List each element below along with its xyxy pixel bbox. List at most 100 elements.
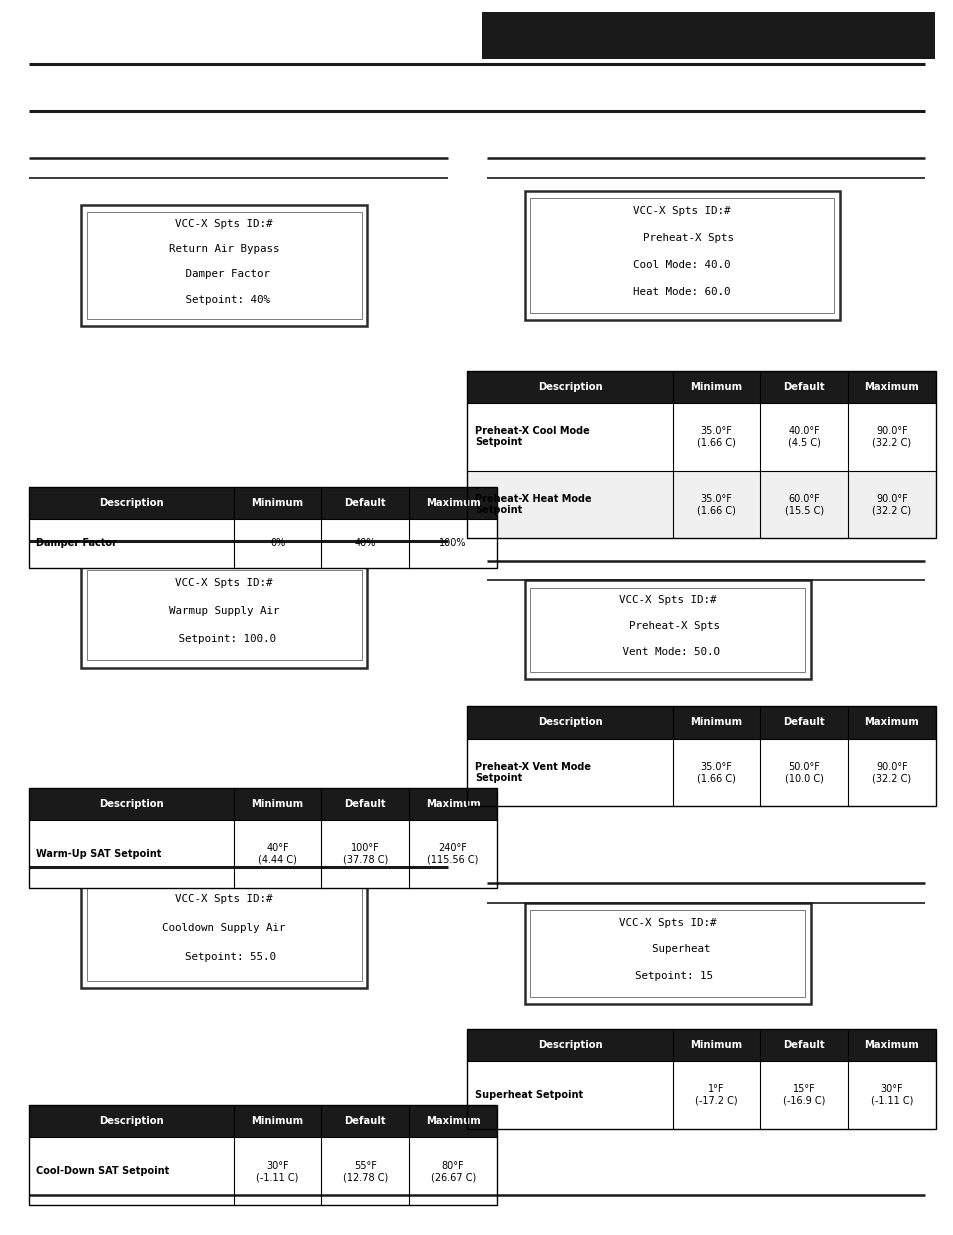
FancyBboxPatch shape — [29, 1137, 497, 1205]
Text: Setpoint: 40%: Setpoint: 40% — [178, 295, 270, 305]
Text: Default: Default — [344, 1116, 386, 1126]
Bar — [87, 571, 361, 659]
Text: Superheat Setpoint: Superheat Setpoint — [475, 1089, 582, 1100]
Text: VCC-X Spts ID:#: VCC-X Spts ID:# — [175, 219, 273, 228]
Text: 1°F
(-17.2 C): 1°F (-17.2 C) — [695, 1084, 737, 1105]
FancyBboxPatch shape — [29, 788, 497, 820]
Text: 0%: 0% — [270, 538, 285, 548]
Text: Description: Description — [537, 382, 601, 391]
Text: Maximum: Maximum — [863, 718, 919, 727]
Text: Setpoint: 100.0: Setpoint: 100.0 — [172, 634, 276, 643]
Text: Minimum: Minimum — [690, 718, 741, 727]
Bar — [467, 370, 935, 538]
Text: 240°F
(115.56 C): 240°F (115.56 C) — [427, 844, 478, 864]
Bar — [467, 706, 935, 806]
Text: Heat Mode: 60.0: Heat Mode: 60.0 — [633, 287, 730, 298]
Text: Default: Default — [344, 498, 386, 508]
Bar — [524, 903, 810, 1004]
Text: Warm-Up SAT Setpoint: Warm-Up SAT Setpoint — [36, 848, 161, 860]
Text: Preheat-X Vent Mode
Setpoint: Preheat-X Vent Mode Setpoint — [475, 762, 591, 783]
Text: 60.0°F
(15.5 C): 60.0°F (15.5 C) — [783, 494, 823, 515]
FancyBboxPatch shape — [467, 370, 935, 403]
Text: Maximum: Maximum — [425, 1116, 480, 1126]
FancyBboxPatch shape — [467, 1029, 935, 1061]
FancyBboxPatch shape — [29, 487, 497, 519]
Text: 90.0°F
(32.2 C): 90.0°F (32.2 C) — [871, 494, 911, 515]
FancyBboxPatch shape — [467, 739, 935, 806]
Text: 30°F
(-1.11 C): 30°F (-1.11 C) — [256, 1161, 298, 1182]
Text: Maximum: Maximum — [425, 799, 480, 809]
Text: 35.0°F
(1.66 C): 35.0°F (1.66 C) — [697, 426, 735, 447]
Bar — [81, 563, 367, 667]
Text: 90.0°F
(32.2 C): 90.0°F (32.2 C) — [871, 762, 911, 783]
Bar — [524, 190, 839, 320]
Text: 15°F
(-16.9 C): 15°F (-16.9 C) — [782, 1084, 824, 1105]
Bar — [530, 588, 804, 672]
Bar — [29, 1105, 497, 1205]
Text: Description: Description — [99, 1116, 163, 1126]
Text: Description: Description — [537, 718, 601, 727]
Text: 35.0°F
(1.66 C): 35.0°F (1.66 C) — [697, 762, 735, 783]
FancyBboxPatch shape — [29, 519, 497, 568]
Text: Setpoint: 55.0: Setpoint: 55.0 — [172, 952, 276, 962]
Bar — [81, 205, 367, 326]
Text: Default: Default — [782, 382, 824, 391]
Bar — [29, 487, 497, 568]
Text: Minimum: Minimum — [252, 1116, 303, 1126]
Text: Description: Description — [99, 799, 163, 809]
Text: 40°F
(4.44 C): 40°F (4.44 C) — [258, 844, 296, 864]
Bar — [29, 788, 497, 888]
Text: Return Air Bypass: Return Air Bypass — [169, 245, 279, 254]
Text: Maximum: Maximum — [863, 382, 919, 391]
FancyBboxPatch shape — [467, 471, 935, 538]
Text: 35.0°F
(1.66 C): 35.0°F (1.66 C) — [697, 494, 735, 515]
Text: Preheat-X Spts: Preheat-X Spts — [615, 621, 720, 631]
Text: Preheat-X Heat Mode
Setpoint: Preheat-X Heat Mode Setpoint — [475, 494, 591, 515]
Text: Cool-Down SAT Setpoint: Cool-Down SAT Setpoint — [36, 1166, 170, 1177]
Text: Maximum: Maximum — [425, 498, 480, 508]
Text: Damper Factor: Damper Factor — [178, 269, 270, 279]
FancyBboxPatch shape — [467, 403, 935, 471]
Text: Superheat: Superheat — [625, 945, 709, 955]
Bar — [87, 212, 361, 319]
Text: 90.0°F
(32.2 C): 90.0°F (32.2 C) — [871, 426, 911, 447]
Text: Cooldown Supply Air: Cooldown Supply Air — [162, 923, 286, 932]
Text: VCC-X Spts ID:#: VCC-X Spts ID:# — [618, 918, 716, 927]
Text: 50.0°F
(10.0 C): 50.0°F (10.0 C) — [784, 762, 822, 783]
Text: Default: Default — [782, 718, 824, 727]
FancyBboxPatch shape — [467, 1061, 935, 1129]
Text: Setpoint: 15: Setpoint: 15 — [621, 971, 713, 981]
Text: Minimum: Minimum — [690, 382, 741, 391]
Text: Minimum: Minimum — [252, 498, 303, 508]
Text: VCC-X Spts ID:#: VCC-X Spts ID:# — [618, 595, 716, 605]
Bar — [530, 910, 804, 997]
Text: VCC-X Spts ID:#: VCC-X Spts ID:# — [633, 206, 730, 216]
Text: Damper Factor: Damper Factor — [36, 538, 117, 548]
Text: Preheat-X Cool Mode
Setpoint: Preheat-X Cool Mode Setpoint — [475, 426, 589, 447]
Bar — [87, 884, 361, 981]
Text: Default: Default — [344, 799, 386, 809]
FancyBboxPatch shape — [481, 12, 934, 59]
Text: 100°F
(37.78 C): 100°F (37.78 C) — [342, 844, 388, 864]
Text: 55°F
(12.78 C): 55°F (12.78 C) — [342, 1161, 388, 1182]
FancyBboxPatch shape — [467, 706, 935, 739]
Text: 100%: 100% — [439, 538, 466, 548]
Text: 40%: 40% — [355, 538, 375, 548]
Bar — [467, 1029, 935, 1129]
Text: Warmup Supply Air: Warmup Supply Air — [169, 606, 279, 616]
Text: 30°F
(-1.11 C): 30°F (-1.11 C) — [870, 1084, 912, 1105]
Bar — [524, 580, 810, 679]
Text: 80°F
(26.67 C): 80°F (26.67 C) — [430, 1161, 476, 1182]
Bar — [530, 198, 833, 314]
Text: Minimum: Minimum — [690, 1040, 741, 1050]
FancyBboxPatch shape — [29, 820, 497, 888]
FancyBboxPatch shape — [29, 1105, 497, 1137]
Text: VCC-X Spts ID:#: VCC-X Spts ID:# — [175, 578, 273, 588]
Text: Description: Description — [99, 498, 163, 508]
Text: 40.0°F
(4.5 C): 40.0°F (4.5 C) — [787, 426, 820, 447]
Text: Maximum: Maximum — [863, 1040, 919, 1050]
Text: VCC-X Spts ID:#: VCC-X Spts ID:# — [175, 894, 273, 904]
Text: Vent Mode: 50.O: Vent Mode: 50.O — [615, 647, 720, 657]
Text: Preheat-X Spts: Preheat-X Spts — [629, 233, 734, 243]
Bar — [81, 877, 367, 988]
